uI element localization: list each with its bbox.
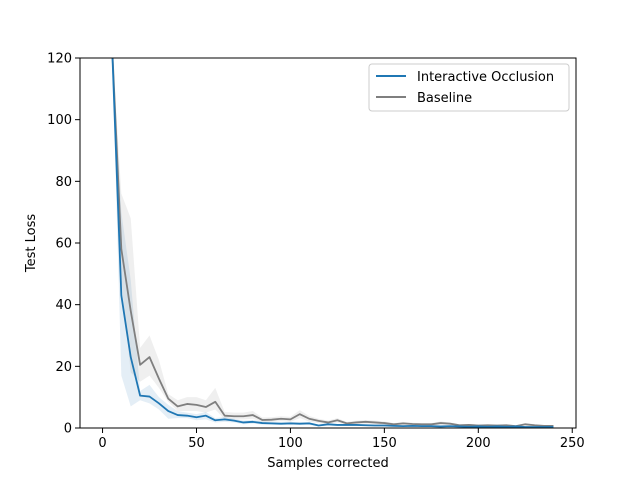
legend-box	[368, 63, 570, 112]
x-tick-label: 50	[188, 436, 205, 451]
y-axis-label: Test Loss	[24, 214, 39, 273]
x-tick-label: 250	[560, 436, 585, 451]
legend-label-interactive-occlusion: Interactive Occlusion	[417, 70, 554, 85]
y-tick-label: 60	[55, 237, 72, 252]
x-tick-label: 0	[98, 436, 106, 451]
legend: Interactive Occlusion Baseline	[368, 63, 570, 112]
series-lines	[111, 58, 554, 428]
y-tick-label: 40	[55, 298, 72, 313]
y-tick-label: 100	[47, 113, 72, 128]
y-tick-label: 120	[47, 52, 72, 67]
y-tick-label: 80	[55, 175, 72, 190]
x-tick-label: 100	[278, 436, 303, 451]
x-axis-label: Samples corrected	[267, 456, 388, 471]
line-interactive-occlusion	[111, 58, 554, 428]
y-tick-label: 0	[64, 422, 72, 437]
x-axis: 0 50 100 150 200 250	[98, 428, 585, 451]
y-tick-label: 20	[55, 360, 72, 375]
x-tick-label: 200	[466, 436, 491, 451]
x-tick-label: 150	[372, 436, 397, 451]
legend-label-baseline: Baseline	[417, 91, 472, 106]
line-baseline	[111, 58, 554, 428]
y-axis: 0 20 40 60 80 100 120	[47, 52, 80, 437]
